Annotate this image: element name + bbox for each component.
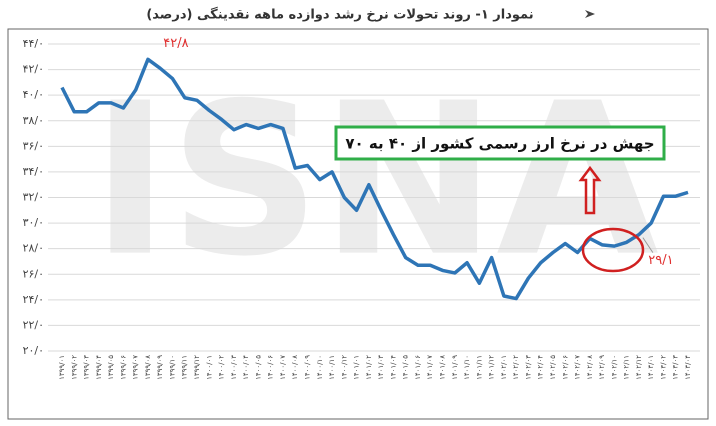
watermark: ISNA bbox=[91, 58, 659, 303]
y-tick-label: ۴۴/۰ bbox=[23, 37, 44, 50]
annotation-box bbox=[334, 125, 666, 161]
x-tick-label: ۱۴۰۲/۱۲ bbox=[635, 355, 643, 380]
data-label: ۴۲/۸ bbox=[163, 36, 188, 51]
x-tick-label: ۱۴۰۱/۰۱ bbox=[353, 355, 361, 380]
x-tick-label: ۱۳۹۹/۰۶ bbox=[119, 355, 127, 380]
label-leader bbox=[642, 237, 654, 253]
x-tick-label: ۱۳۹۹/۱۱ bbox=[181, 355, 189, 380]
x-tick-label: ۱۴۰۲/۰۷ bbox=[574, 355, 582, 380]
y-tick-label: ۳۲/۰ bbox=[23, 191, 44, 204]
x-tick-label: ۱۴۰۰/۰۸ bbox=[291, 355, 299, 380]
y-tick-label: ۲۴/۰ bbox=[23, 293, 44, 306]
x-tick-label: ۱۴۰۲/۰۱ bbox=[500, 355, 508, 380]
plot: ۲۰/۰ ۲۲/۰ ۲۴/۰ ۲۶/۰ ۲۸/۰ ۳۰/۰ ۳۲/۰ ۳۴/۰ ۳۶/۰ ۳۸/۰… bbox=[23, 0, 716, 380]
x-tick-label: ۱۴۰۱/۱۰ bbox=[463, 355, 471, 380]
y-tick-label: ۲۶/۰ bbox=[23, 267, 44, 280]
x-tick-label: ۱۴۰۱/۰۶ bbox=[414, 355, 422, 380]
x-tick-label: ۱۴۰۲/۰۳ bbox=[524, 355, 532, 380]
arrow bbox=[578, 165, 602, 215]
x-tick-label: ۱۴۰۰/۰۶ bbox=[267, 355, 275, 380]
x-tick-label: ۱۴۰۲/۰۸ bbox=[586, 355, 594, 380]
y-tick-label: ۲۸/۰ bbox=[23, 242, 44, 255]
x-tick-label: ۱۴۰۳/۰۲ bbox=[659, 355, 667, 380]
x-tick-label: ۱۴۰۰/۰۳ bbox=[230, 355, 238, 380]
x-tick-label: ۱۴۰۰/۰۹ bbox=[303, 355, 311, 380]
x-tick-label: ۱۳۹۹/۰۷ bbox=[132, 355, 140, 380]
annotation: جهش در نرخ ارز رسمی کشور از ۴۰ به ۷۰ bbox=[345, 135, 654, 153]
x-tick-label: ۱۴۰۱/۰۴ bbox=[389, 355, 397, 380]
x-tick-label: ۱۴۰۰/۰۵ bbox=[254, 355, 262, 380]
y-tick-label: ۲۲/۰ bbox=[23, 318, 44, 331]
x-tick-label: ۱۴۰۰/۱۲ bbox=[340, 355, 348, 380]
y-tick-label: ۳۰/۰ bbox=[23, 216, 44, 229]
x-tick-label: ۱۴۰۱/۰۲ bbox=[365, 355, 373, 380]
x-tick-label: ۱۳۹۹/۰۹ bbox=[156, 355, 164, 380]
x-tick-label: ۱۴۰۱/۰۷ bbox=[426, 355, 434, 380]
x-tick-label: ۱۴۰۲/۱۱ bbox=[623, 355, 631, 380]
y-tick-label: ۳۴/۰ bbox=[23, 165, 44, 178]
title-icon bbox=[585, 10, 595, 18]
x-tick-label: ۱۳۹۹/۰۱ bbox=[58, 355, 66, 380]
x-tick-label: ۱۴۰۰/۰۲ bbox=[218, 355, 226, 380]
x-tick-label: ۱۴۰۲/۱۰ bbox=[610, 355, 618, 380]
data-label: ۲۹/۱ bbox=[648, 253, 673, 268]
highlight-ellipse bbox=[581, 227, 645, 273]
frame bbox=[7, 28, 709, 420]
x-tick-label: ۱۳۹۹/۰۵ bbox=[107, 355, 115, 380]
x-tick-label: ۱۴۰۳/۰۱ bbox=[647, 355, 655, 380]
x-tick-label: ۱۴۰۲/۰۴ bbox=[537, 355, 545, 380]
chart-title: نمودار ۱- روند تحولات نرخ رشد دوازده ماه… bbox=[146, 7, 533, 23]
x-tick-label: ۱۴۰۰/۱۰ bbox=[316, 355, 324, 380]
x-tick-label: ۱۴۰۱/۰۸ bbox=[439, 355, 447, 380]
x-tick-label: ۱۴۰۰/۰۷ bbox=[279, 355, 287, 380]
x-tick-label: ۱۴۰۰/۱۱ bbox=[328, 355, 336, 380]
y-tick-label: ۳۸/۰ bbox=[23, 114, 44, 127]
x-tick-label: ۱۳۹۹/۱۰ bbox=[168, 355, 176, 380]
x-tick-label: ۱۴۰۱/۰۵ bbox=[402, 355, 410, 380]
y-tick-label: ۴۰/۰ bbox=[23, 88, 44, 101]
x-tick-label: ۱۴۰۱/۰۳ bbox=[377, 355, 385, 380]
x-tick-label: ۱۴۰۰/۰۱ bbox=[205, 355, 213, 380]
x-tick-label: ۱۳۹۹/۰۲ bbox=[70, 355, 78, 380]
x-tick-label: ۱۳۹۹/۰۸ bbox=[144, 355, 152, 380]
x-tick-label: ۱۴۰۲/۰۲ bbox=[512, 355, 520, 380]
x-tick-label: ۱۴۰۲/۰۶ bbox=[561, 355, 569, 380]
x-tick-label: ۱۴۰۱/۱۱ bbox=[475, 355, 483, 380]
x-tick-label: ۱۴۰۰/۰۴ bbox=[242, 355, 250, 380]
x-tick-label: ۱۳۹۹/۱۲ bbox=[193, 355, 201, 380]
x-tick-label: ۱۴۰۳/۰۳ bbox=[672, 355, 680, 380]
x-tick-label: ۱۳۹۹/۰۴ bbox=[95, 355, 103, 380]
y-tick-label: ۴۲/۰ bbox=[23, 63, 44, 76]
y-tick-label: ۲۰/۰ bbox=[23, 344, 44, 357]
x-tick-label: ۱۴۰۳/۰۴ bbox=[684, 355, 692, 380]
y-tick-label: ۳۶/۰ bbox=[23, 139, 44, 152]
x-tick-label: ۱۴۰۲/۰۹ bbox=[598, 355, 606, 380]
x-tick-label: ۱۴۰۱/۰۹ bbox=[451, 355, 459, 380]
x-tick-label: ۱۴۰۱/۱۲ bbox=[488, 355, 496, 380]
x-tick-label: ۱۳۹۹/۰۳ bbox=[83, 355, 91, 380]
x-tick-label: ۱۴۰۲/۰۵ bbox=[549, 355, 557, 380]
